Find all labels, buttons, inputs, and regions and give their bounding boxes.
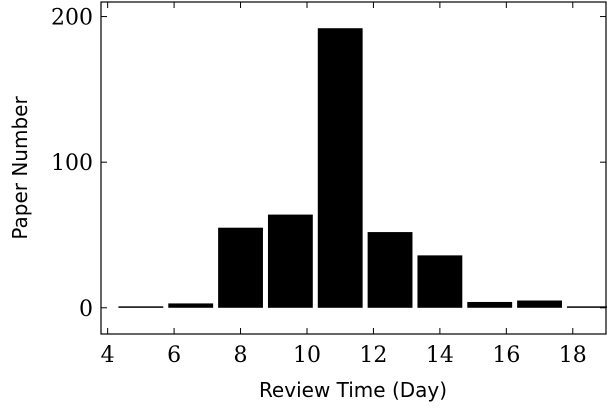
y-tick-label: 200 bbox=[51, 6, 93, 31]
bar-6 bbox=[417, 255, 463, 308]
bars-group bbox=[118, 28, 607, 308]
x-tick-label: 4 bbox=[101, 343, 115, 368]
bar-8 bbox=[517, 300, 562, 308]
bar-9 bbox=[566, 306, 607, 308]
x-tick-label: 10 bbox=[293, 343, 321, 368]
x-tick-label: 12 bbox=[359, 343, 387, 368]
plot-frame bbox=[100, 1, 607, 335]
y-axis-title: Paper Number bbox=[8, 96, 32, 240]
x-tick-label: 14 bbox=[426, 343, 454, 368]
x-tick-label: 6 bbox=[167, 343, 181, 368]
x-tick-label: 18 bbox=[559, 343, 587, 368]
x-tick-label: 16 bbox=[492, 343, 520, 368]
bar-0 bbox=[118, 306, 164, 308]
y-tick-label: 0 bbox=[79, 297, 93, 322]
x-tick-label: 8 bbox=[234, 343, 248, 368]
bar-3 bbox=[267, 214, 313, 308]
bar-4 bbox=[317, 28, 363, 308]
bar-5 bbox=[367, 232, 413, 308]
bar-2 bbox=[218, 227, 263, 308]
ticks-group: 4 6 8 10 12 14 16 18 0 100 200 bbox=[51, 2, 606, 368]
bar-1 bbox=[168, 303, 214, 308]
bar-7 bbox=[467, 301, 513, 308]
y-tick-label: 100 bbox=[51, 151, 93, 176]
x-axis-title: Review Time (Day) bbox=[259, 378, 447, 402]
